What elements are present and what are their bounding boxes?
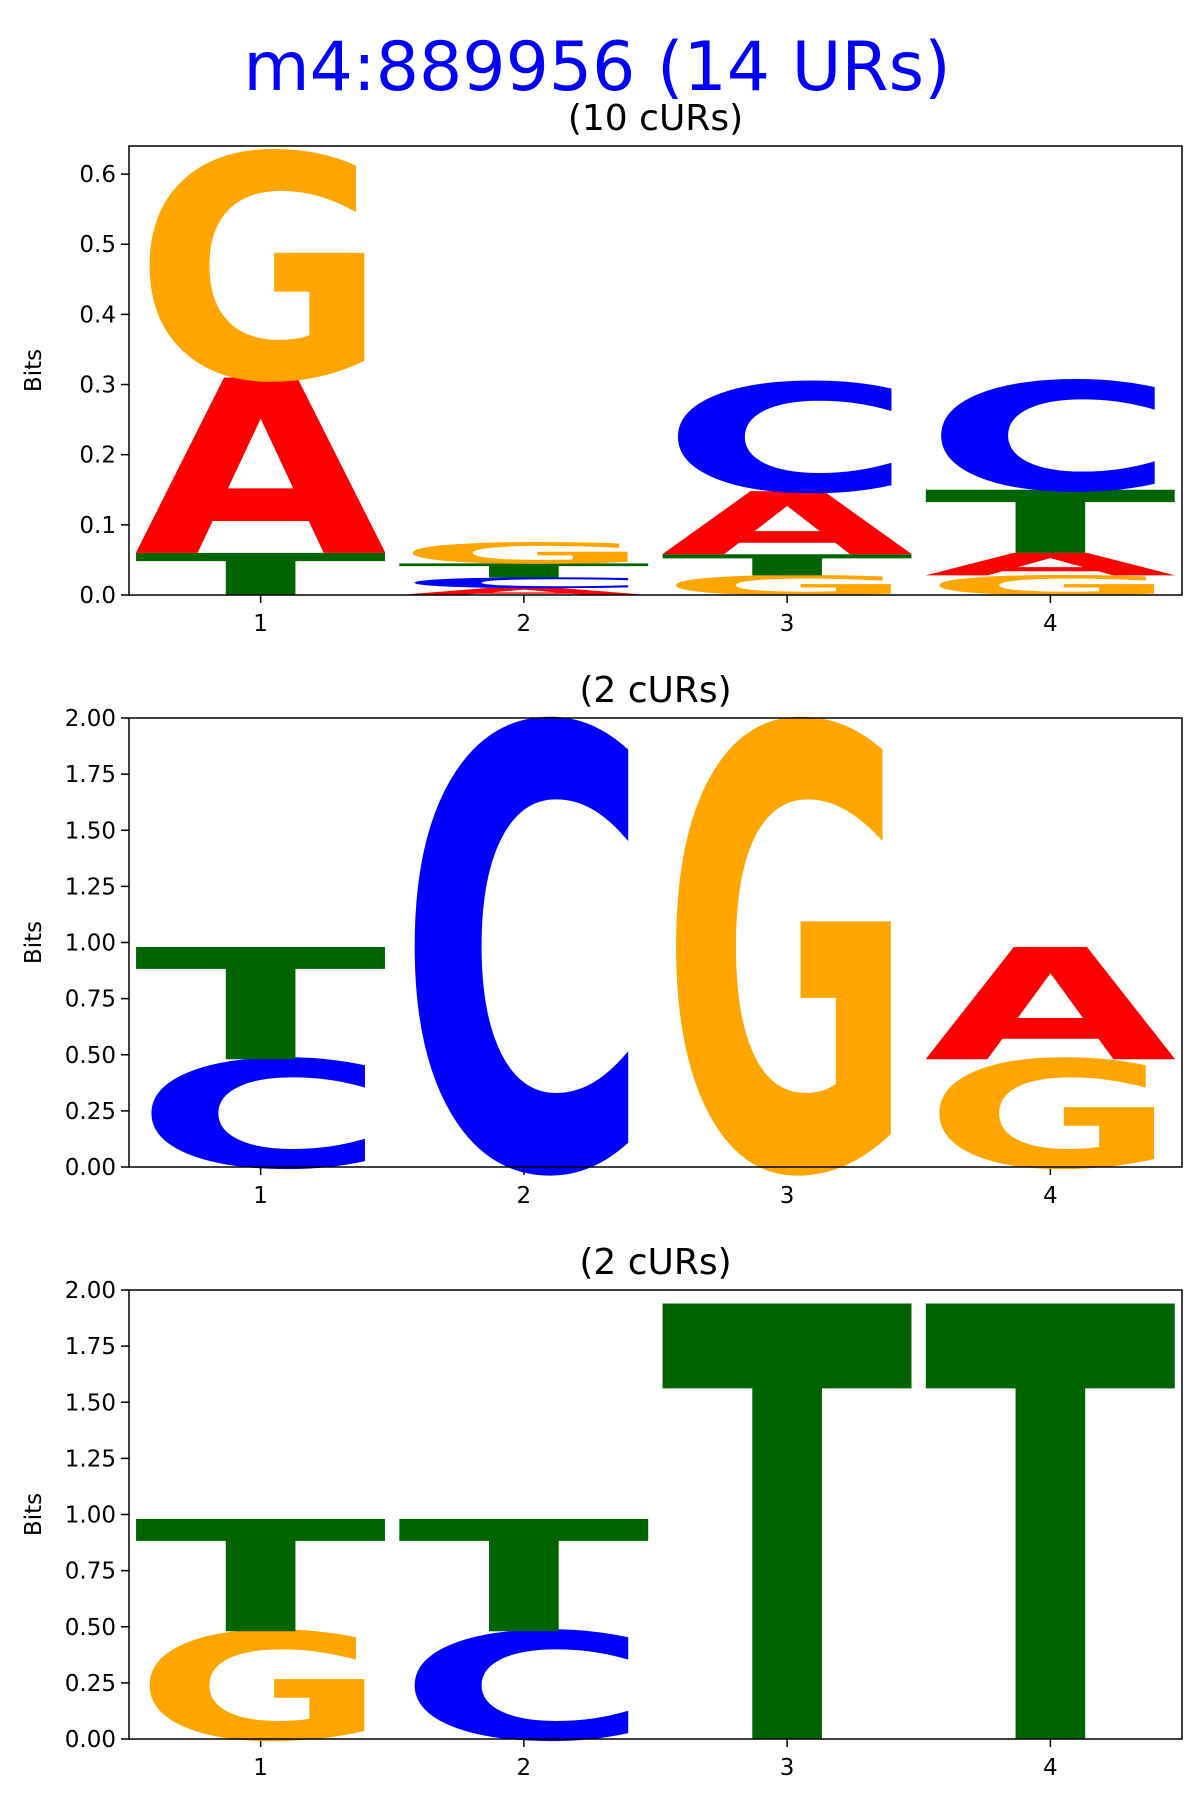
y-tick-label: 0.00 — [65, 1155, 116, 1181]
logo-letter: T — [398, 560, 651, 582]
y-axis-label: Bits — [21, 921, 47, 964]
y-tick-label: 0.0 — [79, 583, 116, 609]
y-tick-label: 1.00 — [65, 1503, 116, 1529]
x-tick-label: 3 — [780, 1183, 795, 1209]
y-tick-label: 2.00 — [65, 1278, 116, 1304]
logo-letter: T — [134, 1488, 387, 1668]
y-tick-label: 1.75 — [65, 762, 116, 788]
logo-letter: G — [398, 537, 651, 570]
y-tick-label: 0.3 — [79, 373, 116, 399]
logo-letter: C — [661, 353, 914, 527]
logo-letter: G — [134, 1602, 387, 1774]
x-tick-label: 4 — [1043, 611, 1058, 637]
y-axis-label: Bits — [21, 1493, 47, 1536]
plot-frame — [128, 1289, 1183, 1740]
x-tick-label: 1 — [253, 1183, 268, 1209]
x-tick-label: 1 — [253, 1755, 268, 1781]
logo-letter: G — [924, 1030, 1177, 1202]
y-tick-label: 2.00 — [65, 706, 116, 732]
panel-title: (2 cURs) — [579, 1242, 731, 1283]
logo-letter: T — [134, 542, 388, 609]
logo-letter: C — [924, 351, 1177, 525]
x-tick-label: 2 — [517, 1183, 532, 1209]
y-tick-label: 0.25 — [65, 1671, 116, 1697]
y-tick-label: 0.50 — [65, 1043, 116, 1069]
x-tick-label: 3 — [780, 611, 795, 637]
y-tick-label: 0.75 — [65, 987, 116, 1013]
y-tick-label: 1.25 — [65, 1446, 116, 1472]
y-tick-label: 0.2 — [79, 443, 116, 469]
logo-letter: T — [134, 916, 387, 1096]
logo-letter: A — [924, 547, 1177, 583]
y-tick-label: 0.00 — [65, 1727, 116, 1753]
logo-letter: T — [661, 549, 914, 582]
y-tick-label: 0.5 — [79, 232, 116, 258]
logo-letter: C — [398, 1602, 651, 1774]
logo-letter: A — [398, 586, 651, 597]
y-tick-label: 0.6 — [79, 162, 116, 188]
panel-title: (10 cURs) — [568, 98, 743, 139]
x-tick-label: 2 — [517, 611, 532, 637]
logo-letter: T — [924, 1185, 1179, 1800]
figure-title: m4:889956 (14 URs) — [243, 28, 950, 107]
x-tick-label: 1 — [253, 611, 268, 637]
logo-letter: A — [661, 475, 914, 576]
logo-letter: T — [661, 1185, 916, 1800]
y-tick-label: 0.1 — [79, 513, 116, 539]
logo-letter: C — [398, 603, 651, 1310]
logo-letter: G — [661, 570, 914, 601]
x-tick-label: 3 — [780, 1755, 795, 1781]
logo-letter: C — [398, 575, 651, 592]
x-tick-label: 4 — [1043, 1183, 1058, 1209]
y-tick-label: 1.00 — [65, 931, 116, 957]
y-tick-label: 1.50 — [65, 818, 116, 844]
logo-letter: A — [134, 331, 387, 610]
logo-letter: G — [661, 603, 914, 1310]
logo-letter: T — [398, 1488, 651, 1668]
y-axis-label: Bits — [21, 349, 47, 392]
y-tick-label: 0.50 — [65, 1615, 116, 1641]
y-tick-label: 0.4 — [79, 302, 116, 328]
logo-letter: T — [924, 473, 1177, 574]
plot-frame — [128, 717, 1183, 1168]
y-tick-label: 1.25 — [65, 874, 116, 900]
y-tick-label: 0.75 — [65, 1559, 116, 1585]
y-tick-label: 1.75 — [65, 1334, 116, 1360]
panel-title: (2 cURs) — [579, 670, 731, 711]
y-tick-label: 0.25 — [65, 1099, 116, 1125]
logo-letter: A — [924, 916, 1177, 1096]
plot-frame — [128, 145, 1183, 596]
logo-letter: C — [134, 1030, 387, 1202]
logo-letter: G — [134, 91, 387, 450]
logo-letter: G — [924, 570, 1177, 601]
x-tick-label: 4 — [1043, 1755, 1058, 1781]
y-tick-label: 1.50 — [65, 1390, 116, 1416]
x-tick-label: 2 — [517, 1755, 532, 1781]
